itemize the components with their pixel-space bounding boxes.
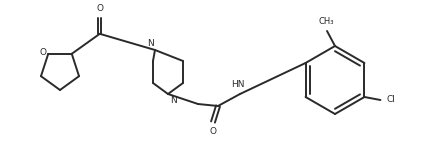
Text: N: N: [170, 96, 177, 105]
Text: HN: HN: [231, 80, 245, 89]
Text: CH₃: CH₃: [318, 17, 334, 26]
Text: N: N: [147, 39, 154, 48]
Text: O: O: [39, 48, 46, 57]
Text: O: O: [209, 127, 217, 136]
Text: Cl: Cl: [387, 95, 396, 105]
Text: O: O: [96, 4, 103, 13]
